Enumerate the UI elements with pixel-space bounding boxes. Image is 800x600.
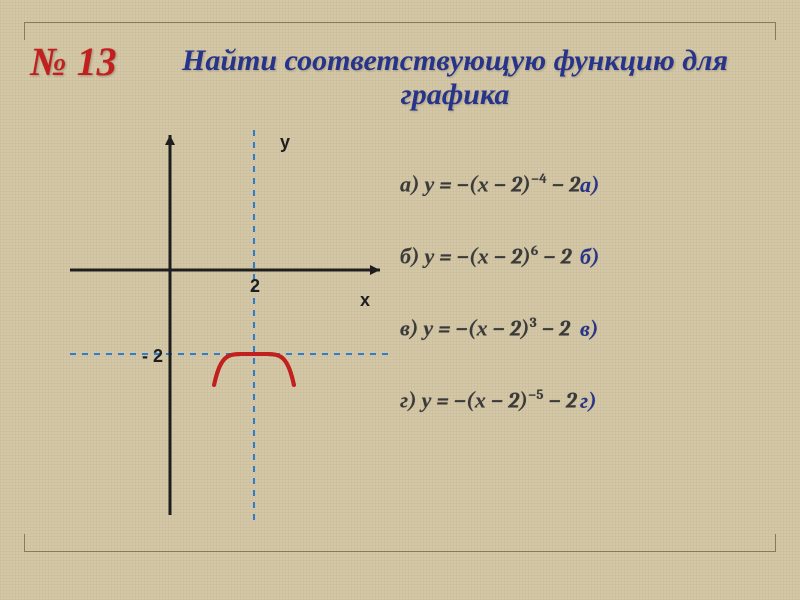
- answer-options: а) у = −(х − 2)−4 − 2 а) б) у = −(х − 2)…: [400, 170, 760, 458]
- option-g: г) у = −(х − 2)−5 − 2 г): [400, 386, 760, 414]
- option-v-suffix: − 2: [537, 315, 570, 341]
- option-v-tag: в): [580, 316, 599, 342]
- option-b-suffix: − 2: [538, 243, 571, 269]
- option-g-equation: г) у = −(х − 2)−5 − 2: [400, 386, 577, 413]
- axis-label-x: х: [360, 290, 370, 311]
- option-g-prefix: г) у = −(х − 2): [400, 387, 528, 413]
- option-v: в) у = −(х − 2)3 − 2 в): [400, 314, 760, 342]
- option-a: а) у = −(х − 2)−4 − 2 а): [400, 170, 760, 198]
- option-v-prefix: в) у = −(х − 2): [400, 315, 530, 341]
- axis-label-y: у: [280, 132, 290, 153]
- option-g-suffix: − 2: [544, 387, 577, 413]
- problem-number: № 13: [30, 38, 117, 85]
- option-a-suffix: − 2: [547, 171, 580, 197]
- function-plot: у х 2 - 2: [70, 130, 390, 520]
- option-v-equation: в) у = −(х − 2)3 − 2: [400, 314, 570, 341]
- frame-top: [24, 22, 776, 23]
- option-g-exp: −5: [528, 386, 544, 403]
- tick-label-x2: 2: [250, 276, 260, 297]
- option-a-prefix: а) у = −(х − 2): [400, 171, 531, 197]
- option-g-tag: г): [580, 388, 597, 414]
- option-a-exp: −4: [531, 170, 547, 187]
- option-v-exp: 3: [530, 314, 537, 331]
- tick-label-yminus2: - 2: [142, 346, 163, 367]
- plot-svg: [70, 130, 390, 520]
- page-title: Найти соответствующую функцию для график…: [150, 44, 760, 112]
- option-b: б) у = −(х − 2)6 − 2 б): [400, 242, 760, 270]
- option-b-prefix: б) у = −(х − 2): [400, 243, 531, 269]
- option-b-equation: б) у = −(х − 2)6 − 2: [400, 242, 572, 269]
- option-b-tag: б): [580, 244, 600, 270]
- option-a-equation: а) у = −(х − 2)−4 − 2: [400, 170, 580, 197]
- frame-bottom: [24, 551, 776, 552]
- option-a-tag: а): [580, 172, 600, 198]
